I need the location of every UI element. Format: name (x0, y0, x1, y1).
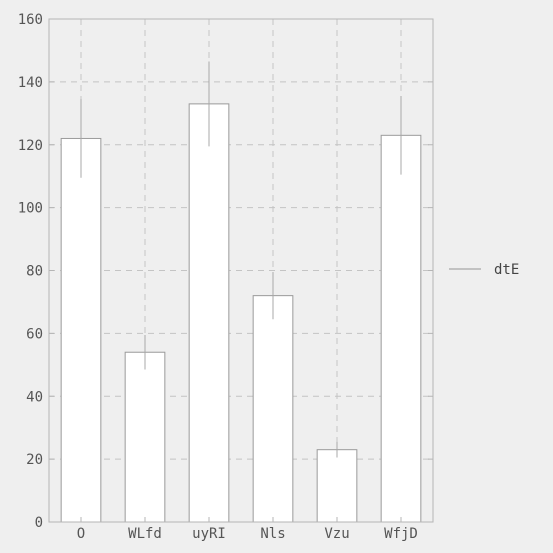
x-tick-label-WLfd: WLfd (128, 526, 162, 542)
y-axis-ticks: 0 20 40 60 80 100 120 140 160 (18, 12, 433, 531)
y-tick-label-140: 140 (18, 75, 43, 91)
bar-Nls (252, 295, 294, 523)
y-tick-label-160: 160 (18, 12, 43, 28)
bar-WfjD (380, 134, 422, 523)
x-tick-label-O: O (77, 526, 85, 542)
y-tick-label-100: 100 (18, 201, 43, 217)
x-tick-label-Nls: Nls (260, 526, 285, 542)
bars (60, 103, 422, 523)
y-tick-label-20: 20 (26, 452, 43, 468)
y-tick-label-60: 60 (26, 326, 43, 342)
bar-O (60, 137, 102, 523)
y-tick-label-80: 80 (26, 264, 43, 280)
x-tick-label-Vzu: Vzu (324, 526, 349, 542)
x-tick-label-uyRI: uyRI (192, 526, 226, 542)
error-bars (80, 61, 402, 458)
y-tick-label-0: 0 (35, 515, 43, 531)
x-axis-ticks: O WLfd uyRI Nls Vzu WfjD (77, 517, 418, 542)
bar-uyRI (188, 103, 230, 523)
legend: dtE (449, 262, 519, 278)
y-tick-label-40: 40 (26, 389, 43, 405)
legend-label-dtE: dtE (494, 262, 519, 278)
bar-Vzu (316, 449, 358, 523)
bar-WLfd (124, 351, 166, 523)
y-tick-label-120: 120 (18, 138, 43, 154)
x-tick-label-WfjD: WfjD (384, 526, 418, 542)
